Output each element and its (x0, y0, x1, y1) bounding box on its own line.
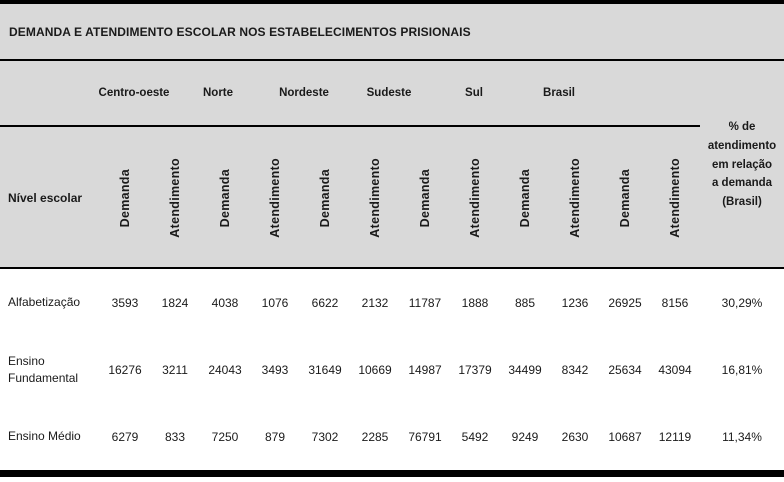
col-header-atendimento: Atendimento (468, 158, 482, 238)
row-header-label: Nível escolar (8, 190, 83, 205)
value-cell: 8342 (561, 362, 589, 377)
value-cell: 16276 (108, 362, 142, 377)
region-header-sudeste: Sudeste (366, 87, 412, 99)
col-header-cell: Demanda (200, 127, 250, 269)
value-cell: 2285 (361, 429, 389, 444)
value-cell: 2132 (361, 295, 389, 310)
col-header-cell: Atendimento (350, 127, 400, 269)
col-header-cell: Atendimento (450, 127, 500, 269)
col-header-demanda: Demanda (518, 168, 532, 228)
region-header-sul: Sul (465, 87, 483, 99)
col-header-cell: Demanda (600, 127, 650, 269)
col-header-demanda: Demanda (618, 168, 632, 228)
value-cell: 12119 (658, 429, 692, 444)
region-header-row: Centro-oeste Norte Nordeste Sudeste Sul … (0, 61, 784, 125)
value-cell: 4038 (211, 295, 239, 310)
row-label: Ensino Fundamental (8, 354, 79, 385)
value-cell: 11787 (408, 295, 442, 310)
col-header-atendimento: Atendimento (668, 158, 682, 238)
col-header-cell: Atendimento (650, 127, 700, 269)
pct-cell: 11,34% (722, 429, 762, 444)
table-header: Centro-oeste Norte Nordeste Sudeste Sul … (0, 61, 784, 269)
value-cell: 14987 (408, 362, 442, 377)
value-cell: 3493 (261, 362, 289, 377)
value-cell: 1824 (161, 295, 189, 310)
value-cell: 26925 (608, 295, 642, 310)
region-header-centro-oeste: Centro-oeste (98, 87, 170, 99)
col-header-cell: Demanda (300, 127, 350, 269)
col-header-cell: Atendimento (150, 127, 200, 269)
col-header-demanda: Demanda (118, 168, 132, 228)
value-cell: 7302 (311, 429, 339, 444)
table-row-ensino-fundamental: Ensino Fundamental 16276 3211 24043 3493… (0, 336, 784, 403)
col-header-demanda: Demanda (218, 168, 232, 228)
pct-cell: 30,29% (721, 295, 763, 310)
value-cell: 885 (514, 295, 536, 310)
col-header-cell: Atendimento (550, 127, 600, 269)
value-cell: 24043 (208, 362, 242, 377)
col-header-atendimento: Atendimento (168, 158, 182, 238)
region-header-brasil: Brasil (543, 87, 575, 99)
table-row-alfabetizacao: Alfabetização 3593 1824 4038 1076 6622 2… (0, 269, 784, 336)
value-cell: 17379 (458, 362, 492, 377)
table-body: Alfabetização 3593 1824 4038 1076 6622 2… (0, 269, 784, 470)
col-header-cell: Demanda (400, 127, 450, 269)
value-cell: 76791 (408, 429, 442, 444)
value-cell: 5492 (461, 429, 489, 444)
value-cell: 10669 (358, 362, 392, 377)
pct-column-header: % de atendimento em relação a demanda (B… (707, 121, 777, 208)
col-header-atendimento: Atendimento (268, 158, 282, 238)
col-header-demanda: Demanda (418, 168, 432, 228)
value-cell: 6622 (311, 295, 339, 310)
value-cell: 8156 (661, 295, 689, 310)
value-cell: 6279 (111, 429, 139, 444)
value-cell: 25634 (608, 362, 642, 377)
region-header-nordeste: Nordeste (279, 87, 329, 99)
col-header-demanda: Demanda (318, 168, 332, 228)
value-cell: 1076 (261, 295, 289, 310)
value-cell: 833 (164, 429, 186, 444)
col-header-cell: Atendimento (250, 127, 300, 269)
value-cell: 7250 (211, 429, 239, 444)
table-row-ensino-medio: Ensino Médio 6279 833 7250 879 7302 2285… (0, 403, 784, 470)
region-divider-rule (0, 125, 700, 127)
pct-cell: 16,81% (721, 362, 763, 377)
col-header-cell: Demanda (500, 127, 550, 269)
table-title: DEMANDA E ATENDIMENTO ESCOLAR NOS ESTABE… (0, 4, 784, 61)
value-cell: 34499 (508, 362, 542, 377)
value-cell: 2630 (561, 429, 589, 444)
value-cell: 9249 (511, 429, 539, 444)
value-cell: 1236 (561, 295, 589, 310)
value-cell: 879 (264, 429, 286, 444)
value-cell: 1888 (461, 295, 489, 310)
value-cell: 31649 (308, 362, 342, 377)
col-header-atendimento: Atendimento (568, 158, 582, 238)
value-cell: 3211 (162, 362, 188, 377)
row-label: Alfabetização (8, 295, 81, 310)
row-label: Ensino Médio (8, 429, 81, 444)
region-header-norte: Norte (202, 87, 234, 99)
value-cell: 43094 (658, 362, 692, 377)
value-cell: 10687 (608, 429, 642, 444)
col-header-cell: Demanda (100, 127, 150, 269)
value-cell: 3593 (111, 295, 139, 310)
col-header-atendimento: Atendimento (368, 158, 382, 238)
subheader-row: Nível escolar Demanda Atendimento Demand… (0, 127, 784, 269)
